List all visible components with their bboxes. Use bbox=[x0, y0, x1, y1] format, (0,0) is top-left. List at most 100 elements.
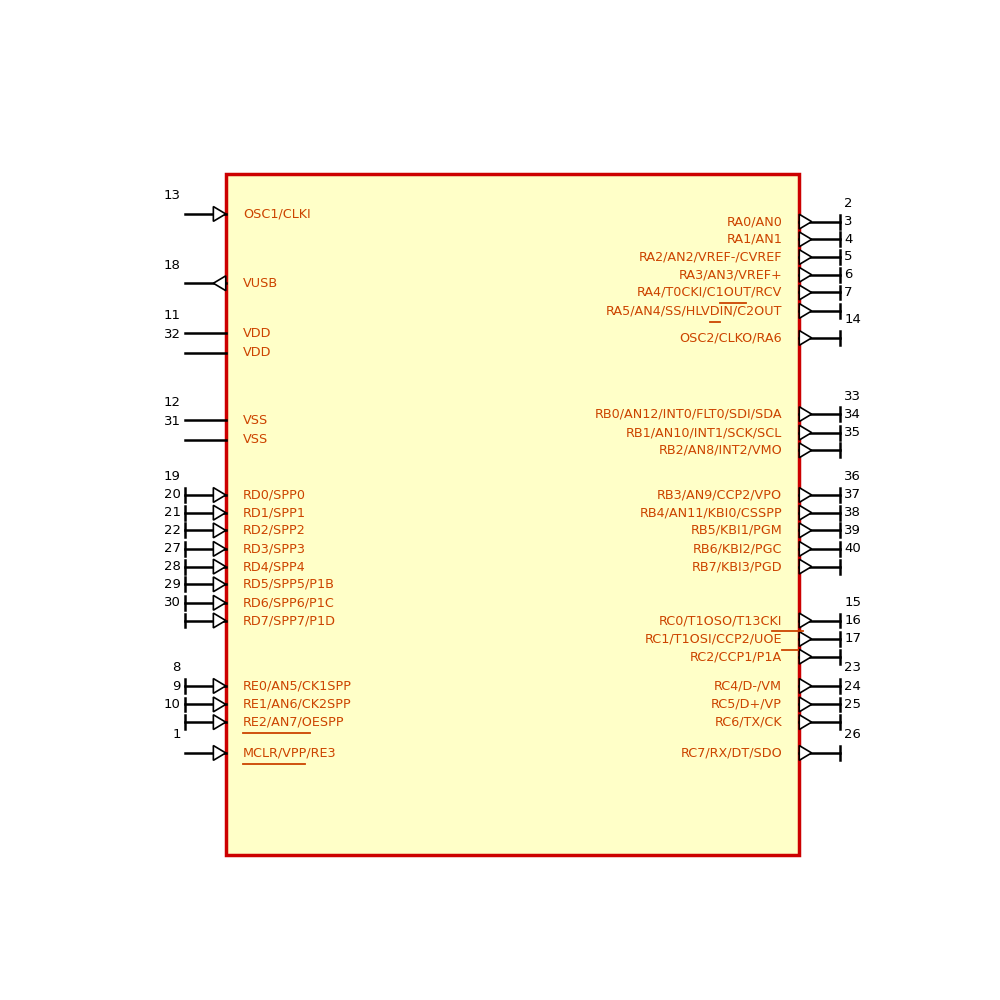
Polygon shape bbox=[799, 304, 812, 318]
Text: 4: 4 bbox=[844, 233, 853, 246]
Text: 37: 37 bbox=[844, 488, 861, 501]
Text: RC6/TX/CK: RC6/TX/CK bbox=[715, 716, 782, 729]
Text: 38: 38 bbox=[844, 506, 861, 519]
Polygon shape bbox=[799, 746, 812, 760]
Text: 36: 36 bbox=[844, 470, 861, 483]
Text: RB4/AN11/KBI0/CSSPP: RB4/AN11/KBI0/CSSPP bbox=[639, 506, 782, 519]
Text: 10: 10 bbox=[164, 698, 181, 711]
Polygon shape bbox=[213, 715, 226, 730]
Text: 30: 30 bbox=[164, 596, 181, 609]
Text: 13: 13 bbox=[164, 189, 181, 202]
Text: 17: 17 bbox=[844, 632, 861, 645]
Text: 32: 32 bbox=[164, 328, 181, 341]
Text: RB7/KBI3/PGD: RB7/KBI3/PGD bbox=[692, 560, 782, 573]
Polygon shape bbox=[799, 425, 812, 440]
Polygon shape bbox=[799, 697, 812, 712]
Text: RA2/AN2/VREF-/CVREF: RA2/AN2/VREF-/CVREF bbox=[639, 251, 782, 264]
Text: RA0/AN0: RA0/AN0 bbox=[726, 215, 782, 228]
Text: RC7/RX/DT/SDO: RC7/RX/DT/SDO bbox=[680, 746, 782, 759]
Text: VDD: VDD bbox=[243, 327, 271, 340]
Polygon shape bbox=[213, 577, 226, 592]
Polygon shape bbox=[799, 679, 812, 693]
Text: 16: 16 bbox=[844, 614, 861, 627]
Text: 34: 34 bbox=[844, 408, 861, 421]
Text: RE1/AN6/CK2SPP: RE1/AN6/CK2SPP bbox=[243, 698, 352, 711]
Text: 1: 1 bbox=[172, 728, 181, 741]
Text: 3: 3 bbox=[844, 215, 853, 228]
Polygon shape bbox=[799, 443, 812, 458]
Text: RB1/AN10/INT1/SCK/SCL: RB1/AN10/INT1/SCK/SCL bbox=[626, 426, 782, 439]
Polygon shape bbox=[213, 505, 226, 520]
Polygon shape bbox=[799, 407, 812, 422]
Text: RC0/T1OSO/T13CKI: RC0/T1OSO/T13CKI bbox=[659, 614, 782, 627]
Text: 14: 14 bbox=[844, 313, 861, 326]
Text: RA1/AN1: RA1/AN1 bbox=[726, 233, 782, 246]
Text: RE0/AN5/CK1SPP: RE0/AN5/CK1SPP bbox=[243, 679, 352, 692]
Text: VUSB: VUSB bbox=[243, 277, 278, 290]
Text: RD6/SPP6/P1C: RD6/SPP6/P1C bbox=[243, 596, 335, 609]
Polygon shape bbox=[799, 541, 812, 556]
Text: RD1/SPP1: RD1/SPP1 bbox=[243, 506, 306, 519]
Text: 2: 2 bbox=[844, 197, 853, 210]
Text: VSS: VSS bbox=[243, 433, 268, 446]
Text: 15: 15 bbox=[844, 596, 861, 609]
Polygon shape bbox=[213, 595, 226, 610]
Text: 35: 35 bbox=[844, 426, 861, 439]
Polygon shape bbox=[799, 649, 812, 664]
Text: RD3/SPP3: RD3/SPP3 bbox=[243, 542, 306, 555]
Polygon shape bbox=[799, 267, 812, 282]
Text: 33: 33 bbox=[844, 390, 861, 403]
Text: 18: 18 bbox=[164, 259, 181, 272]
Text: RD0/SPP0: RD0/SPP0 bbox=[243, 488, 306, 501]
Text: 27: 27 bbox=[164, 542, 181, 555]
Polygon shape bbox=[799, 250, 812, 264]
Text: RD7/SPP7/P1D: RD7/SPP7/P1D bbox=[243, 614, 336, 627]
Text: VSS: VSS bbox=[243, 414, 268, 427]
Text: MCLR/VPP/RE3: MCLR/VPP/RE3 bbox=[243, 746, 336, 759]
Polygon shape bbox=[213, 559, 226, 574]
Polygon shape bbox=[799, 632, 812, 646]
Text: 26: 26 bbox=[844, 728, 861, 741]
Text: 39: 39 bbox=[844, 524, 861, 537]
Text: 11: 11 bbox=[164, 309, 181, 322]
Polygon shape bbox=[799, 285, 812, 300]
Text: 21: 21 bbox=[164, 506, 181, 519]
Text: 23: 23 bbox=[844, 661, 861, 674]
Bar bbox=[226, 174, 799, 855]
Text: 20: 20 bbox=[164, 488, 181, 501]
Polygon shape bbox=[213, 276, 226, 291]
Polygon shape bbox=[213, 697, 226, 712]
Polygon shape bbox=[799, 505, 812, 520]
Text: RB3/AN9/CCP2/VPO: RB3/AN9/CCP2/VPO bbox=[657, 488, 782, 501]
Polygon shape bbox=[799, 613, 812, 628]
Polygon shape bbox=[799, 214, 812, 229]
Text: RC4/D-/VM: RC4/D-/VM bbox=[714, 679, 782, 692]
Text: 28: 28 bbox=[164, 560, 181, 573]
Text: RC5/D+/VP: RC5/D+/VP bbox=[711, 698, 782, 711]
Text: RD5/SPP5/P1B: RD5/SPP5/P1B bbox=[243, 578, 335, 591]
Polygon shape bbox=[799, 331, 812, 345]
Text: 29: 29 bbox=[164, 578, 181, 591]
Polygon shape bbox=[799, 488, 812, 502]
Text: OSC1/CLKI: OSC1/CLKI bbox=[243, 207, 311, 220]
Text: RD4/SPP4: RD4/SPP4 bbox=[243, 560, 306, 573]
Text: 25: 25 bbox=[844, 698, 861, 711]
Text: RE2/AN7/OESPP: RE2/AN7/OESPP bbox=[243, 716, 344, 729]
Text: RB6/KBI2/PGC: RB6/KBI2/PGC bbox=[693, 542, 782, 555]
Polygon shape bbox=[213, 488, 226, 502]
Text: 6: 6 bbox=[844, 268, 853, 281]
Polygon shape bbox=[213, 523, 226, 538]
Polygon shape bbox=[213, 613, 226, 628]
Text: RC2/CCP1/P1A: RC2/CCP1/P1A bbox=[690, 650, 782, 663]
Polygon shape bbox=[799, 559, 812, 574]
Text: 19: 19 bbox=[164, 470, 181, 483]
Polygon shape bbox=[213, 679, 226, 693]
Text: RB2/AN8/INT2/VMO: RB2/AN8/INT2/VMO bbox=[658, 444, 782, 457]
Text: RB0/AN12/INT0/FLT0/SDI/SDA: RB0/AN12/INT0/FLT0/SDI/SDA bbox=[595, 408, 782, 421]
Text: 7: 7 bbox=[844, 286, 853, 299]
Text: 40: 40 bbox=[844, 542, 861, 555]
Text: RD2/SPP2: RD2/SPP2 bbox=[243, 524, 306, 537]
Text: 24: 24 bbox=[844, 680, 861, 693]
Text: VDD: VDD bbox=[243, 346, 271, 359]
Text: RC1/T1OSI/CCP2/UOE: RC1/T1OSI/CCP2/UOE bbox=[645, 632, 782, 645]
